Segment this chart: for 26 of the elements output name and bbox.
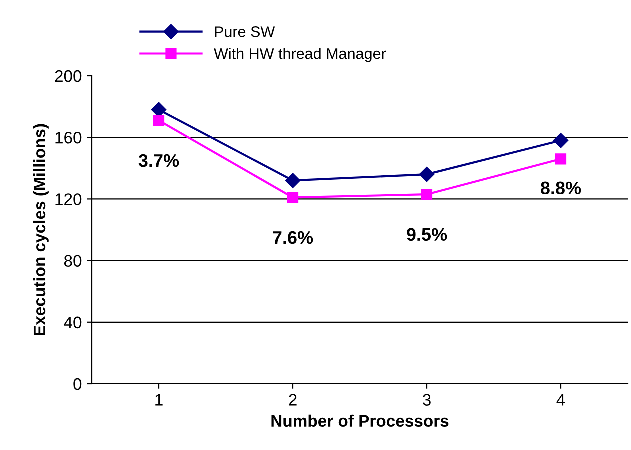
- point: [553, 133, 569, 148]
- point: [419, 166, 435, 182]
- y-tick-label: 200: [55, 70, 82, 82]
- annotation: 9.5%: [407, 228, 448, 242]
- x-axis-title: Number of Processors: [272, 414, 449, 428]
- annotation: 7.6%: [273, 231, 314, 244]
- x-tick-label: 2: [289, 394, 297, 406]
- point: [153, 115, 165, 126]
- point: [285, 173, 301, 188]
- y-tick-label: 80: [64, 255, 82, 268]
- x-tick-label: 1: [156, 394, 163, 406]
- y-axis-title: Execution cycles (Millions): [33, 124, 49, 336]
- y-tick-label: 160: [56, 132, 82, 144]
- point: [287, 192, 299, 204]
- annotation: 3.7%: [138, 154, 180, 168]
- x-tick-label: 3: [423, 394, 431, 406]
- y-tick-label: 0: [74, 378, 82, 390]
- annotation: 8.8%: [540, 182, 582, 195]
- y-tick-label: 40: [64, 316, 82, 329]
- point: [555, 154, 567, 165]
- y-tick-label: 120: [56, 194, 82, 206]
- legend-label: Pure SW: [215, 26, 276, 38]
- x-tick-label: 4: [556, 394, 566, 406]
- legend-label: With HW thread Manager: [214, 48, 386, 62]
- point: [421, 189, 433, 200]
- point: [151, 102, 167, 118]
